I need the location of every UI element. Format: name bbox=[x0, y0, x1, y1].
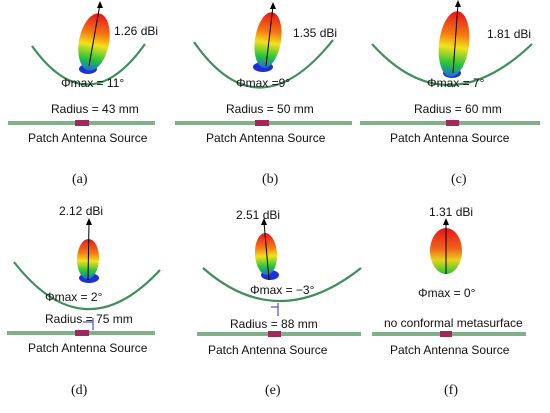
phi-max-label: Φmax = 2° bbox=[45, 290, 103, 304]
radius-label: Radius = 60 mm bbox=[414, 102, 502, 116]
panel-caption: (e) bbox=[265, 383, 281, 398]
phi-max-label: Φmax = 11° bbox=[61, 76, 125, 90]
panel-caption: (c) bbox=[451, 172, 467, 187]
source-label: Patch Antenna Source bbox=[206, 131, 326, 145]
panel-caption: (a) bbox=[72, 172, 88, 187]
gain-label: 1.35 dBi bbox=[293, 26, 338, 40]
conformal-arc bbox=[193, 39, 334, 89]
patch bbox=[75, 330, 89, 336]
source-label: Patch Antenna Source bbox=[28, 131, 148, 145]
source-label: Patch Antenna Source bbox=[390, 131, 510, 145]
source-label: Patch Antenna Source bbox=[208, 343, 328, 357]
patch bbox=[75, 120, 89, 126]
max-direction-arrow bbox=[88, 3, 101, 67]
radius-label: Radius = 88 mm bbox=[230, 317, 318, 331]
gain-label: 1.81 dBi bbox=[487, 27, 532, 41]
arrow-head bbox=[97, 1, 103, 8]
phi-max-label: Φmax = 7° bbox=[427, 76, 485, 90]
radiation-lobe bbox=[438, 11, 470, 77]
radiation-lobe bbox=[254, 12, 282, 68]
patch bbox=[268, 331, 281, 337]
arrow-head bbox=[443, 218, 449, 225]
radius-label: Radius = 43 mm bbox=[51, 102, 139, 116]
phi-max-label: Φmax =9° bbox=[236, 76, 291, 90]
no-metasurface-note: no conformal metasurface bbox=[384, 316, 523, 330]
phi-max-label: Φmax = −3° bbox=[250, 283, 315, 297]
arrow-head bbox=[86, 218, 92, 225]
panel-caption: (f) bbox=[444, 383, 458, 398]
radius-label: Radius = 75 mm bbox=[45, 312, 133, 326]
max-direction-arrow bbox=[452, 3, 459, 74]
gain-label: 2.51 dBi bbox=[236, 208, 281, 222]
source-label: Patch Antenna Source bbox=[28, 341, 148, 355]
radiation-lobe bbox=[254, 233, 278, 275]
conformal-arc bbox=[202, 267, 362, 303]
gain-label: 2.12 dBi bbox=[59, 204, 104, 218]
panel-caption: (b) bbox=[262, 172, 279, 187]
arrow-head bbox=[455, 0, 461, 7]
gain-label: 1.26 dBi bbox=[114, 24, 159, 38]
max-direction-arrow bbox=[265, 5, 274, 67]
patch bbox=[446, 120, 459, 126]
max-direction-arrow bbox=[87, 221, 90, 281]
arrow-head bbox=[261, 218, 267, 225]
panel-caption: (d) bbox=[71, 383, 88, 398]
patch bbox=[255, 120, 269, 126]
conformal-arc bbox=[13, 261, 161, 311]
patch bbox=[440, 331, 452, 337]
gain-label: 1.31 dBi bbox=[429, 205, 474, 219]
phi-max-label: Φmax = 0° bbox=[418, 286, 476, 300]
conformal-arc bbox=[31, 43, 146, 86]
source-label: Patch Antenna Source bbox=[390, 343, 510, 357]
arrow-head bbox=[270, 2, 276, 9]
radius-label: Radius = 50 mm bbox=[226, 102, 314, 116]
max-direction-arrow bbox=[263, 221, 270, 281]
conformal-arc bbox=[371, 43, 533, 86]
radiation-lobe bbox=[78, 13, 110, 71]
